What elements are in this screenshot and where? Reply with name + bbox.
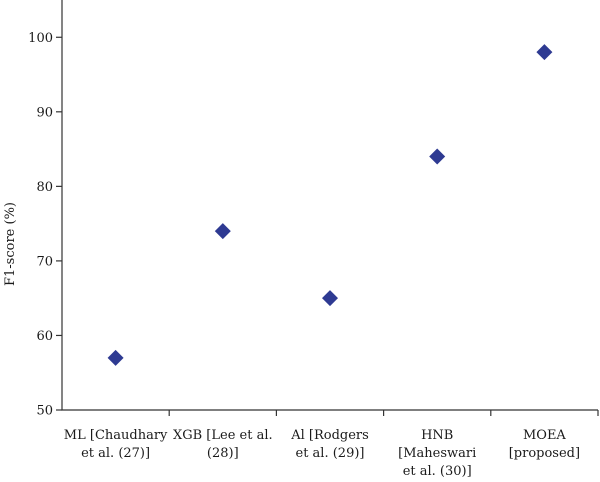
y-tick-label: 60 xyxy=(36,329,53,344)
x-category-label: Al [Rodgers et al. (29)] xyxy=(290,428,369,461)
axes-frame xyxy=(61,0,598,411)
data-point-diamond xyxy=(214,223,231,240)
x-category-label: XGB [Lee et al. (28)] xyxy=(173,428,273,461)
x-category-label-line: MOEA xyxy=(523,428,566,443)
data-point-diamond xyxy=(536,44,553,61)
x-category-label: MOEA [proposed] xyxy=(509,428,580,461)
x-category-label: HNB [Maheswari et al. (30)] xyxy=(398,428,476,479)
x-category-label-line: XGB [Lee et al. xyxy=(173,428,273,443)
y-tick-label: 50 xyxy=(36,404,53,419)
y-tick-label: 100 xyxy=(28,31,53,46)
x-category-label-line: ML [Chaudhary xyxy=(64,428,168,443)
data-point-diamond xyxy=(322,290,338,307)
data-point-diamond xyxy=(429,148,446,165)
x-category-label-line: et al. (30)] xyxy=(403,464,472,479)
x-category-label-line: et al. (29)] xyxy=(296,446,365,461)
y-tick-label: 90 xyxy=(36,105,53,120)
x-category-label-line: [Maheswari xyxy=(398,446,476,461)
x-category-label-line: HNB xyxy=(421,428,453,443)
y-tick-label: 80 xyxy=(36,180,53,195)
y-axis-title: F1-score (%) xyxy=(3,202,18,286)
y-tick-label: 70 xyxy=(36,254,53,269)
x-category-label-line: (28)] xyxy=(207,446,239,461)
x-category-label-line: Al [Rodgers xyxy=(290,428,369,443)
x-category-label-line: [proposed] xyxy=(509,446,580,461)
plot-area: 50 60 70 80 90 100 ML [Chaudhary et al. (27)] XG… xyxy=(28,0,599,479)
data-point-diamond xyxy=(107,349,124,366)
x-category-label: ML [Chaudhary et al. (27)] xyxy=(64,428,168,461)
x-category-label-line: et al. (27)] xyxy=(81,446,150,461)
